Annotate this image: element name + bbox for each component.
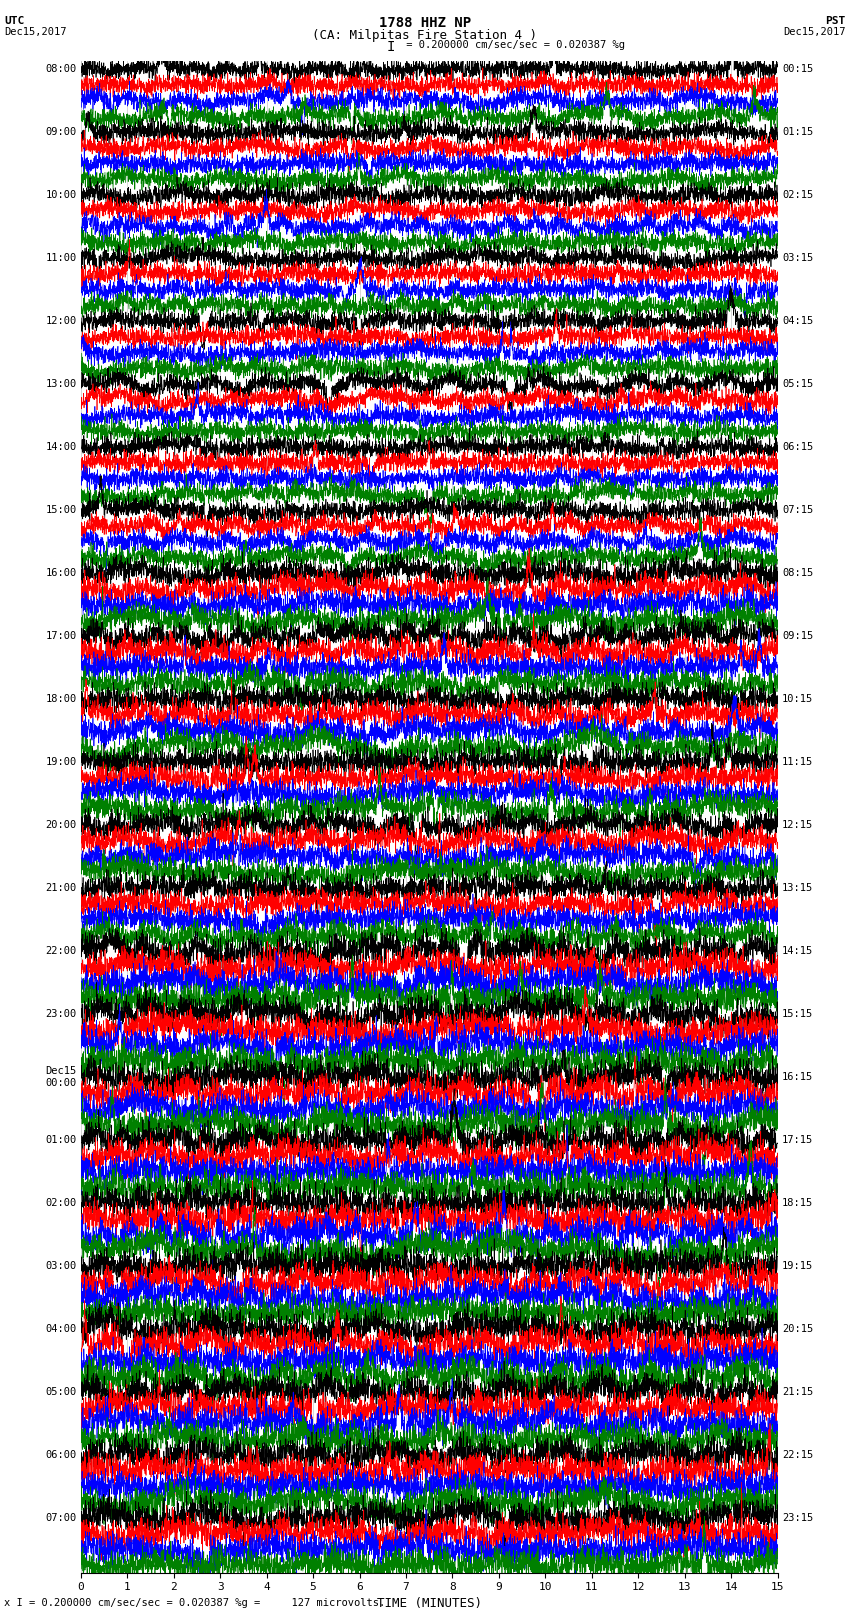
Text: 10:00: 10:00 <box>45 190 76 200</box>
Text: 23:00: 23:00 <box>45 1008 76 1019</box>
Text: 09:15: 09:15 <box>782 631 813 640</box>
Text: 07:15: 07:15 <box>782 505 813 515</box>
X-axis label: TIME (MINUTES): TIME (MINUTES) <box>377 1597 482 1610</box>
Text: 08:00: 08:00 <box>45 65 76 74</box>
Text: 09:00: 09:00 <box>45 127 76 137</box>
Text: 10:15: 10:15 <box>782 694 813 703</box>
Text: 16:00: 16:00 <box>45 568 76 577</box>
Text: 03:15: 03:15 <box>782 253 813 263</box>
Text: (CA: Milpitas Fire Station 4 ): (CA: Milpitas Fire Station 4 ) <box>313 29 537 42</box>
Text: 20:00: 20:00 <box>45 819 76 829</box>
Text: Dec15
00:00: Dec15 00:00 <box>45 1066 76 1087</box>
Text: I: I <box>387 40 395 55</box>
Text: 20:15: 20:15 <box>782 1324 813 1334</box>
Text: Dec15,2017: Dec15,2017 <box>4 27 67 37</box>
Text: 11:15: 11:15 <box>782 756 813 766</box>
Text: 01:15: 01:15 <box>782 127 813 137</box>
Text: 04:15: 04:15 <box>782 316 813 326</box>
Text: 18:00: 18:00 <box>45 694 76 703</box>
Text: 15:15: 15:15 <box>782 1008 813 1019</box>
Text: Dec15,2017: Dec15,2017 <box>783 27 846 37</box>
Text: 22:00: 22:00 <box>45 945 76 957</box>
Text: 15:00: 15:00 <box>45 505 76 515</box>
Text: 1788 HHZ NP: 1788 HHZ NP <box>379 16 471 31</box>
Text: 13:00: 13:00 <box>45 379 76 389</box>
Text: 11:00: 11:00 <box>45 253 76 263</box>
Text: = 0.200000 cm/sec/sec = 0.020387 %g: = 0.200000 cm/sec/sec = 0.020387 %g <box>400 40 625 50</box>
Text: 02:15: 02:15 <box>782 190 813 200</box>
Text: 12:00: 12:00 <box>45 316 76 326</box>
Text: 18:15: 18:15 <box>782 1198 813 1208</box>
Text: 17:00: 17:00 <box>45 631 76 640</box>
Text: 03:00: 03:00 <box>45 1261 76 1271</box>
Text: UTC: UTC <box>4 16 25 26</box>
Text: 07:00: 07:00 <box>45 1513 76 1523</box>
Text: 01:00: 01:00 <box>45 1134 76 1145</box>
Text: PST: PST <box>825 16 846 26</box>
Text: 08:15: 08:15 <box>782 568 813 577</box>
Text: 14:15: 14:15 <box>782 945 813 957</box>
Text: 06:00: 06:00 <box>45 1450 76 1460</box>
Text: 19:00: 19:00 <box>45 756 76 766</box>
Text: 17:15: 17:15 <box>782 1134 813 1145</box>
Text: 04:00: 04:00 <box>45 1324 76 1334</box>
Text: 05:15: 05:15 <box>782 379 813 389</box>
Text: 05:00: 05:00 <box>45 1387 76 1397</box>
Text: 19:15: 19:15 <box>782 1261 813 1271</box>
Text: 12:15: 12:15 <box>782 819 813 829</box>
Text: x I = 0.200000 cm/sec/sec = 0.020387 %g =     127 microvolts.: x I = 0.200000 cm/sec/sec = 0.020387 %g … <box>4 1598 386 1608</box>
Text: 14:00: 14:00 <box>45 442 76 452</box>
Text: 13:15: 13:15 <box>782 882 813 894</box>
Text: 16:15: 16:15 <box>782 1071 813 1082</box>
Text: 21:15: 21:15 <box>782 1387 813 1397</box>
Text: 23:15: 23:15 <box>782 1513 813 1523</box>
Text: 22:15: 22:15 <box>782 1450 813 1460</box>
Text: 06:15: 06:15 <box>782 442 813 452</box>
Text: 21:00: 21:00 <box>45 882 76 894</box>
Text: 02:00: 02:00 <box>45 1198 76 1208</box>
Text: 00:15: 00:15 <box>782 65 813 74</box>
